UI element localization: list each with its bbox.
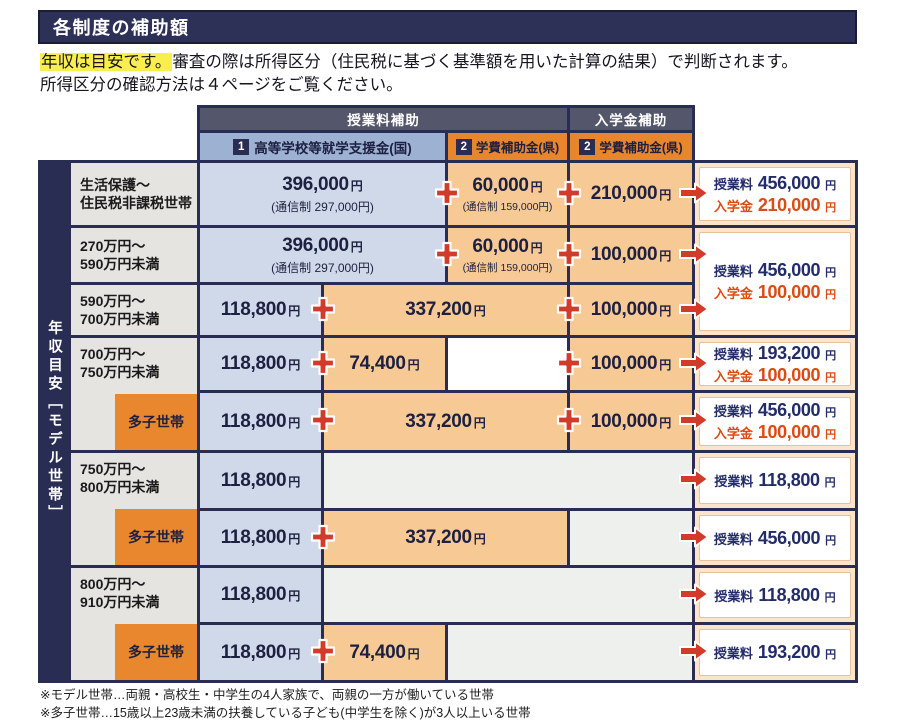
result-cell: 授業料 456,000 円 入学金 210,000 円 (692, 160, 858, 228)
amount-cell-national: 118,800 円 (197, 450, 324, 511)
empty-cell (567, 508, 695, 568)
empty-cell (445, 335, 570, 393)
result-cell: 授業料 456,000 円 入学金 100,000 円 (692, 390, 858, 453)
amount-cell-national: 118,800 円 (197, 390, 324, 453)
plus-icon (432, 239, 462, 269)
result-cell: 授業料 118,800 円 (692, 565, 858, 625)
intro-rest: 審査の際は所得区分（住民税に基づく基準額を用いた計算の結果）で判断されます。 (172, 53, 798, 71)
result-box: 授業料 193,200 円 (699, 629, 851, 676)
page-title-bar: 各制度の補助額 (38, 10, 857, 44)
plus-icon (554, 178, 584, 208)
arrow-right-icon (677, 296, 711, 322)
income-sidebar-label: 年収目安［モデル世帯］ (46, 319, 62, 524)
empty-cell (321, 565, 695, 625)
multi-child-label: 多子世帯 (115, 509, 197, 565)
empty-cell (445, 622, 695, 683)
intro-text: 年収は目安です。審査の際は所得区分（住民税に基づく基準額を用いた計算の結果）で判… (40, 51, 798, 97)
column-header-national-subsidy: 1 高等学校等就学支援金(国) (197, 130, 448, 163)
plus-icon (308, 294, 338, 324)
intro-highlight: 年収は目安です。 (40, 53, 173, 71)
plus-icon (554, 348, 584, 378)
plus-icon (308, 636, 338, 666)
number-badge: 1 (233, 138, 250, 155)
arrow-right-icon (677, 241, 711, 267)
result-cell: 授業料 118,800 円 (692, 450, 858, 511)
amount-cell-national: 396,000 円 (通信制 297,000円) (197, 225, 448, 285)
number-badge: 2 (579, 138, 596, 155)
intro-line-1: 年収は目安です。審査の際は所得区分（住民税に基づく基準額を用いた計算の結果）で判… (40, 51, 798, 74)
arrow-right-icon (677, 466, 711, 492)
result-box: 授業料 118,800 円 (699, 572, 851, 618)
result-cell: 授業料 193,200 円 入学金 100,000 円 (692, 335, 858, 393)
plus-icon (432, 178, 462, 208)
amount-cell-entrance: 100,000 円 (567, 390, 695, 453)
amount-cell-national: 396,000 円 (通信制 297,000円) (197, 160, 448, 228)
result-cell: 授業料 193,200 円 (692, 622, 858, 683)
income-label-group: 700万円〜 750万円未満 多子世帯 (68, 335, 200, 453)
amount-cell-prefecture: 74,400 円 (321, 335, 448, 393)
result-cell-merged: 授業料 456,000 円 入学金 100,000 円 (692, 225, 858, 338)
result-box: 授業料 118,800 円 (699, 457, 851, 504)
plus-icon (554, 239, 584, 269)
amount-cell-prefecture: 337,200 円 (321, 390, 570, 453)
multi-child-label: 多子世帯 (115, 624, 197, 680)
amount-cell-entrance: 100,000 円 (567, 282, 695, 338)
amount-cell-national: 118,800 円 (197, 622, 324, 683)
amount-cell-national: 118,800 円 (197, 335, 324, 393)
amount-cell-national: 118,800 円 (197, 282, 324, 338)
multi-child-label: 多子世帯 (115, 394, 197, 450)
amount-cell-national: 118,800 円 (197, 565, 324, 625)
income-label-group: 750万円〜 800万円未満 多子世帯 (68, 450, 200, 568)
income-label: 270万円〜 590万円未満 (68, 225, 200, 285)
income-sidebar: 年収目安［モデル世帯］ (38, 160, 71, 683)
header-group-tuition: 授業料補助 (197, 105, 570, 133)
amount-cell-entrance: 100,000 円 (567, 335, 695, 393)
amount-cell-prefecture: 60,000 円 (通信制 159,000円) (445, 225, 570, 285)
arrow-right-icon (677, 407, 711, 433)
result-box: 授業料 456,000 円 入学金 100,000 円 (699, 397, 851, 446)
page-title: 各制度の補助額 (53, 18, 190, 38)
result-box: 授業料 456,000 円 入学金 210,000 円 (699, 167, 851, 221)
income-label: 590万円〜 700万円未満 (68, 282, 200, 338)
footnote: ※モデル世帯…両親・高校生・中学生の4人家族で、両親の一方が働いている世帯 (40, 688, 495, 702)
plus-icon (308, 522, 338, 552)
header-group-entrance: 入学金補助 (567, 105, 695, 133)
footnote: ※多子世帯…15歳以上23歳未満の扶養している子ども(中学生を除く)が3人以上い… (40, 706, 531, 720)
arrow-right-icon (677, 524, 711, 550)
amount-cell-prefecture: 60,000 円 (通信制 159,000円) (445, 160, 570, 228)
footnotes: ※モデル世帯…両親・高校生・中学生の4人家族で、両親の一方が働いている世帯 ※多… (40, 686, 531, 722)
number-badge: 2 (455, 138, 472, 155)
empty-cell (321, 450, 695, 511)
plus-icon (554, 405, 584, 435)
result-box: 授業料 193,200 円 入学金 100,000 円 (699, 342, 851, 386)
column-header-entrance-subsidy: 2 学費補助金(県) (567, 130, 695, 163)
result-box: 授業料 456,000 円 (699, 515, 851, 561)
amount-cell-prefecture: 337,200 円 (321, 282, 570, 338)
amount-cell-prefecture: 74,400 円 (321, 622, 448, 683)
amount-cell-national: 118,800 円 (197, 508, 324, 568)
amount-cell-entrance: 100,000 円 (567, 225, 695, 285)
subsidy-table: 授業料補助 入学金補助 1 高等学校等就学支援金(国) 2 学費補助金(県) 2… (38, 105, 860, 683)
intro-line-2: 所得区分の確認方法は４ページをご覧ください。 (40, 76, 403, 94)
amount-cell-entrance: 210,000 円 (567, 160, 695, 228)
plus-icon (554, 294, 584, 324)
column-header-prefecture-subsidy: 2 学費補助金(県) (445, 130, 570, 163)
result-box: 授業料 456,000 円 入学金 100,000 円 (699, 232, 851, 331)
plus-icon (308, 348, 338, 378)
amount-cell-prefecture: 337,200 円 (321, 508, 570, 568)
result-cell: 授業料 456,000 円 (692, 508, 858, 568)
arrow-right-icon (677, 638, 711, 664)
plus-icon (308, 405, 338, 435)
income-label: 生活保護〜 住民税非課税世帯 (68, 160, 200, 228)
arrow-right-icon (677, 180, 711, 206)
arrow-right-icon (677, 350, 711, 376)
arrow-right-icon (677, 581, 711, 607)
income-label-group: 800万円〜 910万円未満 多子世帯 (68, 565, 200, 683)
